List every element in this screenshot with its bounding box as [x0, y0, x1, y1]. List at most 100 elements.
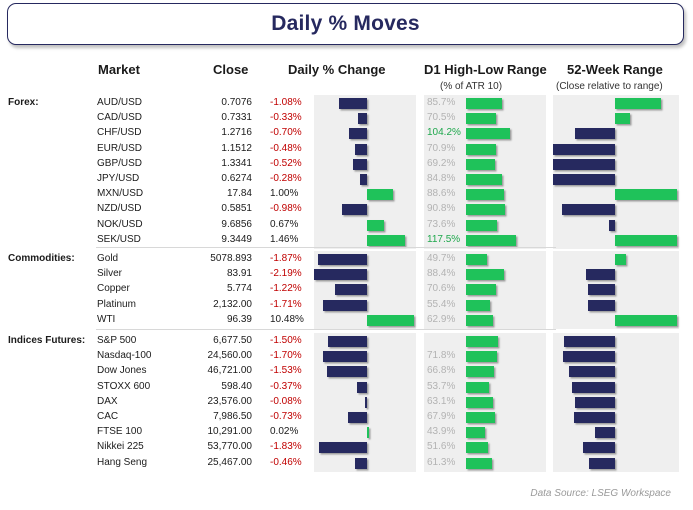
- change-bar: [367, 234, 405, 246]
- week52-bar: [553, 143, 615, 155]
- close-value: 53,770.00: [207, 441, 253, 453]
- close-value: 6,677.50: [213, 335, 252, 346]
- market-name: CHF/USD: [97, 127, 142, 139]
- change-bar: [367, 314, 414, 326]
- week52-bar: [615, 189, 677, 201]
- close-value: 7,986.50: [213, 411, 252, 422]
- week52-bar: [608, 219, 615, 231]
- change-label: -0.37%: [270, 380, 302, 392]
- range-bar: [466, 158, 496, 170]
- range-label: 55.4%: [427, 298, 456, 310]
- range-label: 67.9%: [427, 411, 456, 422]
- close-value: 1.3341: [221, 157, 252, 169]
- week52-bar: [588, 457, 615, 469]
- range-bar: [466, 336, 499, 347]
- range-bar: [466, 113, 496, 125]
- close-value: 23,576.00: [207, 395, 253, 407]
- week52-bar: [569, 366, 615, 378]
- week52-bar: [575, 396, 615, 408]
- close-value: 10,291.00: [207, 426, 253, 438]
- range-bar: [466, 143, 497, 155]
- close-value: 0.7331: [221, 112, 252, 124]
- week52-bar: [615, 113, 630, 125]
- change-bar: [341, 204, 367, 216]
- market-name: Copper: [97, 283, 130, 295]
- week52-bar: [615, 234, 677, 246]
- close-value: 5.774: [226, 283, 252, 295]
- change-label: 10.48%: [270, 313, 304, 325]
- change-label: 1.00%: [270, 188, 299, 200]
- range-label: 84.8%: [427, 173, 456, 184]
- change-bar: [327, 366, 367, 378]
- change-label: -0.33%: [270, 112, 302, 124]
- market-name: Platinum: [97, 298, 136, 310]
- change-bar: [335, 284, 367, 296]
- week52-bar: [615, 314, 677, 326]
- change-bar: [348, 128, 367, 140]
- week52-bar: [615, 98, 661, 109]
- change-label: -0.52%: [270, 157, 302, 169]
- range-bar: [466, 98, 503, 109]
- change-bar: [314, 269, 367, 281]
- range-label: 63.1%: [427, 395, 456, 407]
- week52-bar: [587, 284, 615, 296]
- change-label: -1.70%: [270, 350, 302, 362]
- change-bar: [338, 98, 367, 109]
- week52-bar: [575, 128, 615, 140]
- range-label: 71.8%: [427, 350, 456, 362]
- change-label: -2.19%: [270, 268, 302, 280]
- market-name: WTI: [97, 313, 116, 325]
- close-value: 2,132.00: [213, 298, 252, 310]
- close-value: 0.5851: [221, 203, 252, 215]
- change-label: -0.73%: [270, 411, 302, 422]
- week52-bar: [564, 336, 615, 347]
- range-bar: [466, 457, 493, 469]
- week52-bar: [582, 442, 615, 454]
- range-bar: [466, 219, 498, 231]
- change-bar: [367, 427, 369, 439]
- range-bar: [466, 174, 503, 185]
- range-label: 90.8%: [427, 203, 456, 215]
- range-bar: [466, 204, 505, 216]
- market-name: NZD/USD: [97, 203, 142, 215]
- range-label: 88.4%: [427, 268, 456, 280]
- week52-bar: [615, 254, 627, 265]
- change-label: 0.02%: [270, 426, 299, 438]
- market-name: Hang Seng: [97, 456, 148, 468]
- change-bar: [322, 351, 367, 363]
- change-label: -1.53%: [270, 365, 302, 377]
- change-label: -0.70%: [270, 127, 302, 139]
- close-value: 0.6274: [221, 173, 252, 184]
- range-label: 70.5%: [427, 112, 456, 124]
- close-value: 96.39: [226, 313, 252, 325]
- group-label: Indices Futures:: [8, 335, 86, 346]
- range-bar: [466, 412, 495, 423]
- market-name: DAX: [97, 395, 118, 407]
- title-box: Daily % Moves: [7, 3, 684, 45]
- week52-bar: [587, 299, 615, 311]
- change-bar: [348, 412, 367, 423]
- close-value: 598.40: [221, 380, 252, 392]
- close-value: 46,721.00: [207, 365, 253, 377]
- range-bar: [466, 366, 495, 378]
- market-name: NOK/USD: [97, 218, 143, 230]
- close-value: 17.84: [226, 188, 252, 200]
- market-name: FTSE 100: [97, 426, 143, 438]
- range-bar: [466, 269, 504, 281]
- change-bar: [364, 396, 367, 408]
- market-name: CAD/USD: [97, 112, 143, 124]
- change-bar: [318, 254, 367, 265]
- range-label: 70.6%: [427, 283, 456, 295]
- range-label: 43.9%: [427, 426, 456, 438]
- range-label: 70.9%: [427, 142, 456, 154]
- range-label: 73.6%: [427, 218, 456, 230]
- range-bar: [466, 254, 488, 265]
- week52-bar: [561, 204, 615, 216]
- week52-bar: [553, 174, 615, 185]
- close-value: 9.3449: [221, 233, 252, 245]
- range-label: 104.2%: [427, 127, 461, 139]
- market-name: STOXX 600: [97, 380, 151, 392]
- range-label: 117.5%: [427, 233, 461, 245]
- change-bar: [328, 336, 367, 347]
- group-label: Forex:: [8, 97, 39, 108]
